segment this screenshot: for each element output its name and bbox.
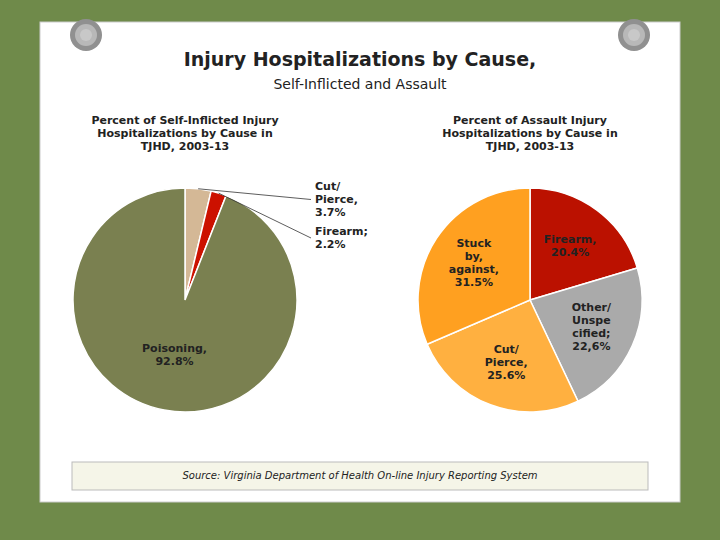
pin	[623, 24, 645, 46]
title: Injury Hospitalizations by Cause,	[184, 48, 537, 70]
pie-title: Percent of Self-Inflicted InjuryHospital…	[91, 114, 278, 153]
background	[0, 0, 720, 540]
pin	[70, 19, 102, 51]
data-label: Other/Unspecified;22,6%	[572, 301, 612, 353]
chart: Injury Hospitalizations by Cause, Self-In…	[0, 0, 720, 540]
slices	[418, 188, 642, 412]
card	[40, 22, 680, 502]
pie-title: Percent of Assault InjuryHospitalization…	[442, 114, 617, 153]
pie: Percent of Self-Inflicted InjuryHospital…	[73, 114, 368, 412]
pin	[75, 24, 97, 46]
labels: Firearm,20.4% Other/Unspecified;22,6% Cut/…	[449, 233, 612, 382]
leader-line	[198, 189, 311, 200]
source: Source: Virginia Department of Health On…	[182, 470, 537, 481]
leader-line	[219, 193, 311, 238]
data-label: Firearm;2.2%	[315, 225, 368, 251]
pie: Percent of Assault InjuryHospitalization…	[418, 114, 642, 412]
labels: Cut/Pierce,3.7% Firearm;2.2% Poisoning,92.…	[142, 180, 368, 368]
data-label: Poisoning,92.8%	[142, 342, 207, 368]
pin	[618, 19, 650, 51]
data-label: Cut/Pierce,3.7%	[315, 180, 358, 219]
pin	[628, 29, 640, 41]
data-label: Cut/Pierce,25.6%	[485, 343, 528, 382]
slice	[73, 188, 297, 412]
subtitle: Self-Inflicted and Assault	[273, 76, 447, 92]
pin	[80, 29, 92, 41]
data-label: Stuckby,against,31.5%	[449, 237, 499, 289]
slices	[73, 188, 297, 412]
slice	[418, 188, 530, 344]
source-box	[72, 462, 648, 490]
data-label: Firearm,20.4%	[544, 233, 597, 259]
